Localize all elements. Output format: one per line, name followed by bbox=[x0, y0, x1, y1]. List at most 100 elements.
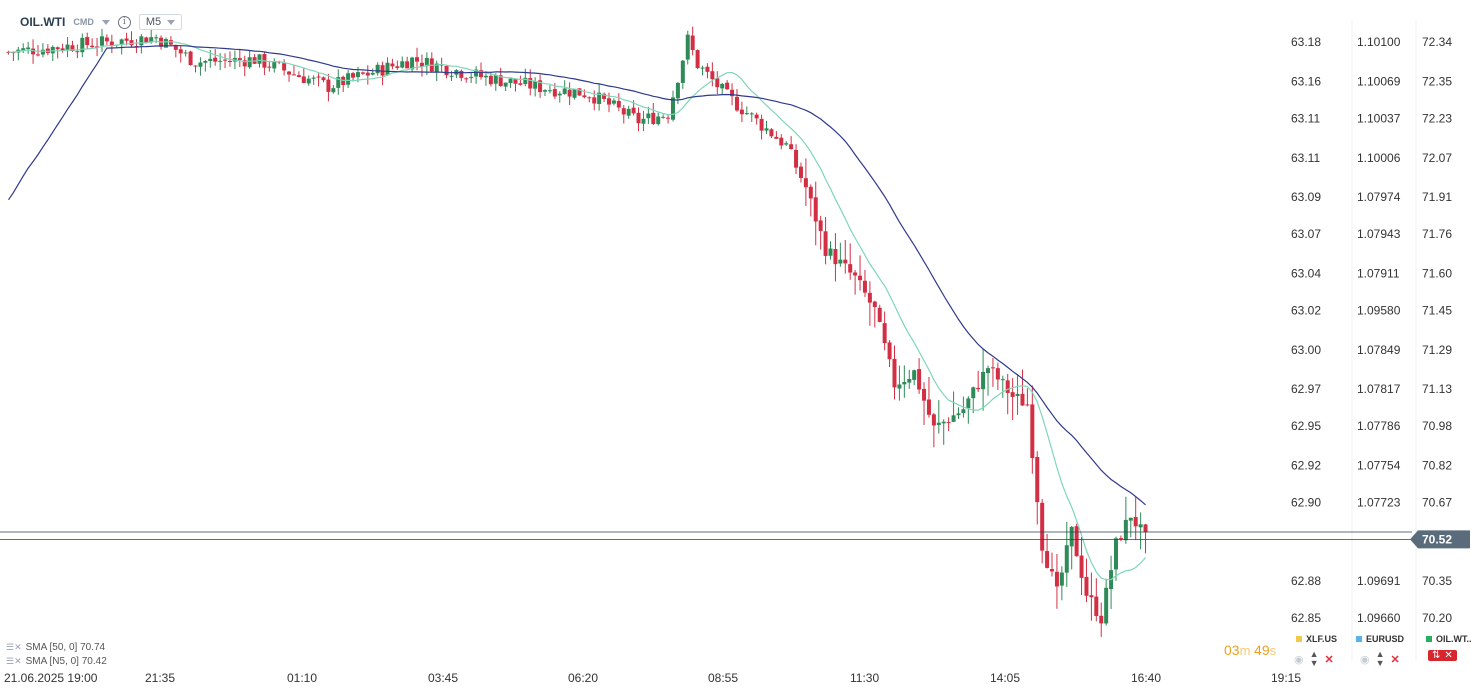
oil-axis-tick: 71.91 bbox=[1422, 190, 1452, 204]
candle-body bbox=[360, 72, 365, 74]
time-axis-tick: 21.06.2025 19:00 bbox=[4, 671, 98, 685]
candle-body bbox=[90, 45, 95, 48]
candle-body bbox=[124, 38, 129, 41]
sma-slow-line bbox=[8, 45, 1146, 506]
timeframe-select[interactable]: M5 bbox=[138, 14, 183, 30]
sma-fast-line bbox=[8, 40, 1146, 581]
eurusd-axis-tick: 1.10100 bbox=[1357, 35, 1401, 49]
candle-body bbox=[523, 77, 528, 85]
candle-body bbox=[395, 66, 400, 68]
candle-body bbox=[828, 248, 833, 256]
candle-body bbox=[464, 78, 469, 80]
oil-axis-tick: 71.76 bbox=[1422, 227, 1452, 241]
symbol-label[interactable]: OIL.WTI bbox=[20, 15, 66, 29]
candle-body bbox=[55, 47, 60, 50]
candle-body bbox=[779, 137, 784, 146]
candle-body bbox=[21, 48, 26, 51]
candle-body bbox=[715, 78, 720, 88]
candle-body bbox=[380, 65, 385, 76]
candle-body bbox=[936, 422, 941, 425]
candle-body bbox=[291, 74, 296, 76]
oil-axis-tick: 71.45 bbox=[1422, 303, 1452, 317]
candle-body bbox=[858, 275, 863, 281]
candle-body bbox=[1123, 519, 1128, 541]
symbol-dropdown-icon[interactable] bbox=[101, 19, 110, 25]
candle-body bbox=[720, 83, 725, 89]
legend-label: EURUSD bbox=[1366, 634, 1405, 644]
eurusd-axis-tick: 1.07754 bbox=[1357, 459, 1401, 473]
candle-body bbox=[700, 67, 705, 69]
legend-eurusd[interactable]: EURUSD bbox=[1356, 634, 1404, 644]
candle-body bbox=[85, 37, 90, 46]
close-icon: ✕ bbox=[1444, 650, 1453, 661]
legend-xlf[interactable]: XLF.US bbox=[1296, 634, 1337, 644]
eurusd-axis-tick: 1.09691 bbox=[1357, 574, 1401, 588]
candle-body bbox=[794, 149, 799, 168]
settings-icon[interactable]: ☰✕ bbox=[6, 656, 22, 666]
candle-body bbox=[282, 63, 287, 71]
candle-body bbox=[887, 342, 892, 360]
candle-body bbox=[439, 64, 444, 66]
candle-body bbox=[405, 61, 410, 69]
candle-body bbox=[1079, 555, 1084, 578]
candle-body bbox=[31, 48, 36, 55]
candle-body bbox=[193, 65, 198, 67]
candle-body bbox=[547, 90, 552, 92]
candles-layer bbox=[6, 26, 1148, 637]
legend-controls-oil: ⇅ ✕ bbox=[1428, 650, 1457, 661]
close-icon[interactable]: ✕ bbox=[1324, 653, 1334, 666]
candle-body bbox=[385, 62, 390, 76]
candle-body bbox=[365, 72, 370, 76]
candle-body bbox=[469, 76, 474, 78]
reorder-icon[interactable]: ▲ ▼ bbox=[1309, 649, 1319, 668]
candle-body bbox=[730, 89, 735, 97]
eye-icon[interactable]: ◉ bbox=[1360, 653, 1370, 666]
indicator-sma-50[interactable]: ☰✕ SMA [50, 0] 70.74 bbox=[6, 642, 105, 653]
candle-body bbox=[508, 78, 513, 84]
candle-body bbox=[188, 51, 193, 66]
legend-label: XLF.US bbox=[1306, 634, 1338, 644]
settings-icon[interactable]: ☰✕ bbox=[6, 642, 22, 652]
legend-oil[interactable]: OIL.WT.. bbox=[1426, 634, 1472, 644]
eye-icon[interactable]: ◉ bbox=[1294, 653, 1304, 666]
candle-body bbox=[995, 368, 1000, 380]
candle-body bbox=[1133, 517, 1138, 527]
candle-body bbox=[1143, 524, 1148, 533]
candle-body bbox=[139, 36, 144, 46]
candle-body bbox=[823, 231, 828, 256]
oil-axis-tick: 72.23 bbox=[1422, 111, 1452, 125]
candle-body bbox=[1005, 380, 1010, 393]
oil-axis-tick: 70.67 bbox=[1422, 495, 1452, 509]
indicator-sma-n5[interactable]: ☰✕ SMA [N5, 0] 70.42 bbox=[6, 656, 107, 667]
oil-axis-tick: 72.34 bbox=[1422, 35, 1452, 49]
info-icon[interactable]: i bbox=[117, 15, 131, 29]
candle-body bbox=[95, 46, 100, 48]
candle-body bbox=[685, 34, 690, 60]
candle-body bbox=[803, 178, 808, 188]
oil-axis-tick: 72.35 bbox=[1422, 75, 1452, 89]
close-icon[interactable]: ✕ bbox=[1390, 653, 1400, 666]
candle-body bbox=[867, 292, 872, 303]
candle-body bbox=[734, 96, 739, 111]
candle-body bbox=[843, 259, 848, 264]
reorder-icon[interactable]: ▲ ▼ bbox=[1375, 649, 1385, 668]
candle-body bbox=[75, 51, 80, 53]
candle-body bbox=[1104, 587, 1109, 624]
candle-body bbox=[1064, 545, 1069, 573]
candle-body bbox=[705, 66, 710, 72]
candle-body bbox=[65, 44, 70, 51]
candle-body bbox=[882, 323, 887, 344]
candle-body bbox=[223, 59, 228, 61]
candle-body bbox=[774, 136, 779, 139]
candle-body bbox=[552, 89, 557, 97]
candle-body bbox=[808, 186, 813, 199]
candle-body bbox=[813, 197, 818, 222]
candle-body bbox=[6, 51, 11, 53]
candle-body bbox=[606, 98, 611, 105]
candle-body bbox=[483, 75, 488, 78]
candle-body bbox=[513, 78, 518, 84]
oil-controls-button[interactable]: ⇅ ✕ bbox=[1428, 650, 1457, 661]
candle-body bbox=[60, 48, 65, 51]
candle-body bbox=[848, 264, 853, 273]
